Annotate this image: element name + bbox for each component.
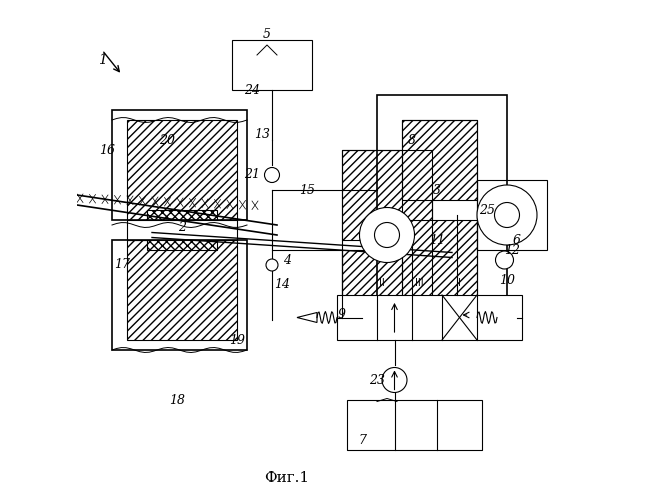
Bar <box>127 220 237 240</box>
Text: II: II <box>379 278 385 287</box>
Bar <box>402 220 477 300</box>
Text: 15: 15 <box>299 184 315 196</box>
Text: 14: 14 <box>274 278 290 291</box>
Bar <box>377 95 507 325</box>
Bar <box>112 240 247 350</box>
Circle shape <box>496 251 513 269</box>
Bar <box>342 150 432 240</box>
Circle shape <box>360 208 415 262</box>
Text: 2: 2 <box>178 221 186 234</box>
Bar <box>127 120 237 220</box>
Text: I: I <box>458 278 461 287</box>
Text: 7: 7 <box>358 434 366 446</box>
Text: 5: 5 <box>263 28 271 42</box>
Bar <box>127 240 237 340</box>
Circle shape <box>264 168 279 182</box>
Bar <box>402 120 477 300</box>
Bar <box>147 210 217 250</box>
Bar <box>477 180 547 250</box>
Text: 25: 25 <box>479 204 495 216</box>
Bar <box>337 295 522 340</box>
Text: 3: 3 <box>433 184 441 196</box>
Text: 16: 16 <box>99 144 115 156</box>
Text: 10: 10 <box>499 274 515 286</box>
Bar <box>347 400 482 450</box>
Text: 11: 11 <box>429 234 445 246</box>
Bar <box>112 110 247 220</box>
Bar <box>232 40 312 90</box>
Text: 23: 23 <box>369 374 385 386</box>
Text: 18: 18 <box>169 394 185 406</box>
Text: 8: 8 <box>408 134 416 146</box>
Text: 19: 19 <box>229 334 245 346</box>
Text: 21: 21 <box>244 168 260 181</box>
Bar <box>342 150 432 320</box>
Text: 24: 24 <box>244 84 260 96</box>
Text: 9: 9 <box>338 308 346 322</box>
Circle shape <box>477 185 537 245</box>
Text: III: III <box>415 278 424 287</box>
Text: 6: 6 <box>513 234 521 246</box>
Bar <box>342 250 432 320</box>
Bar <box>347 410 482 450</box>
Text: 20: 20 <box>159 134 175 146</box>
Text: 1: 1 <box>97 53 107 67</box>
Text: 4: 4 <box>283 254 291 266</box>
Circle shape <box>382 368 407 392</box>
Bar <box>402 120 477 200</box>
Text: 13: 13 <box>254 128 270 141</box>
Circle shape <box>375 222 400 248</box>
Text: 17: 17 <box>114 258 130 272</box>
Circle shape <box>266 259 278 271</box>
Text: 12: 12 <box>504 244 520 256</box>
Circle shape <box>494 202 519 228</box>
Text: Фиг.1: Фиг.1 <box>264 471 309 485</box>
